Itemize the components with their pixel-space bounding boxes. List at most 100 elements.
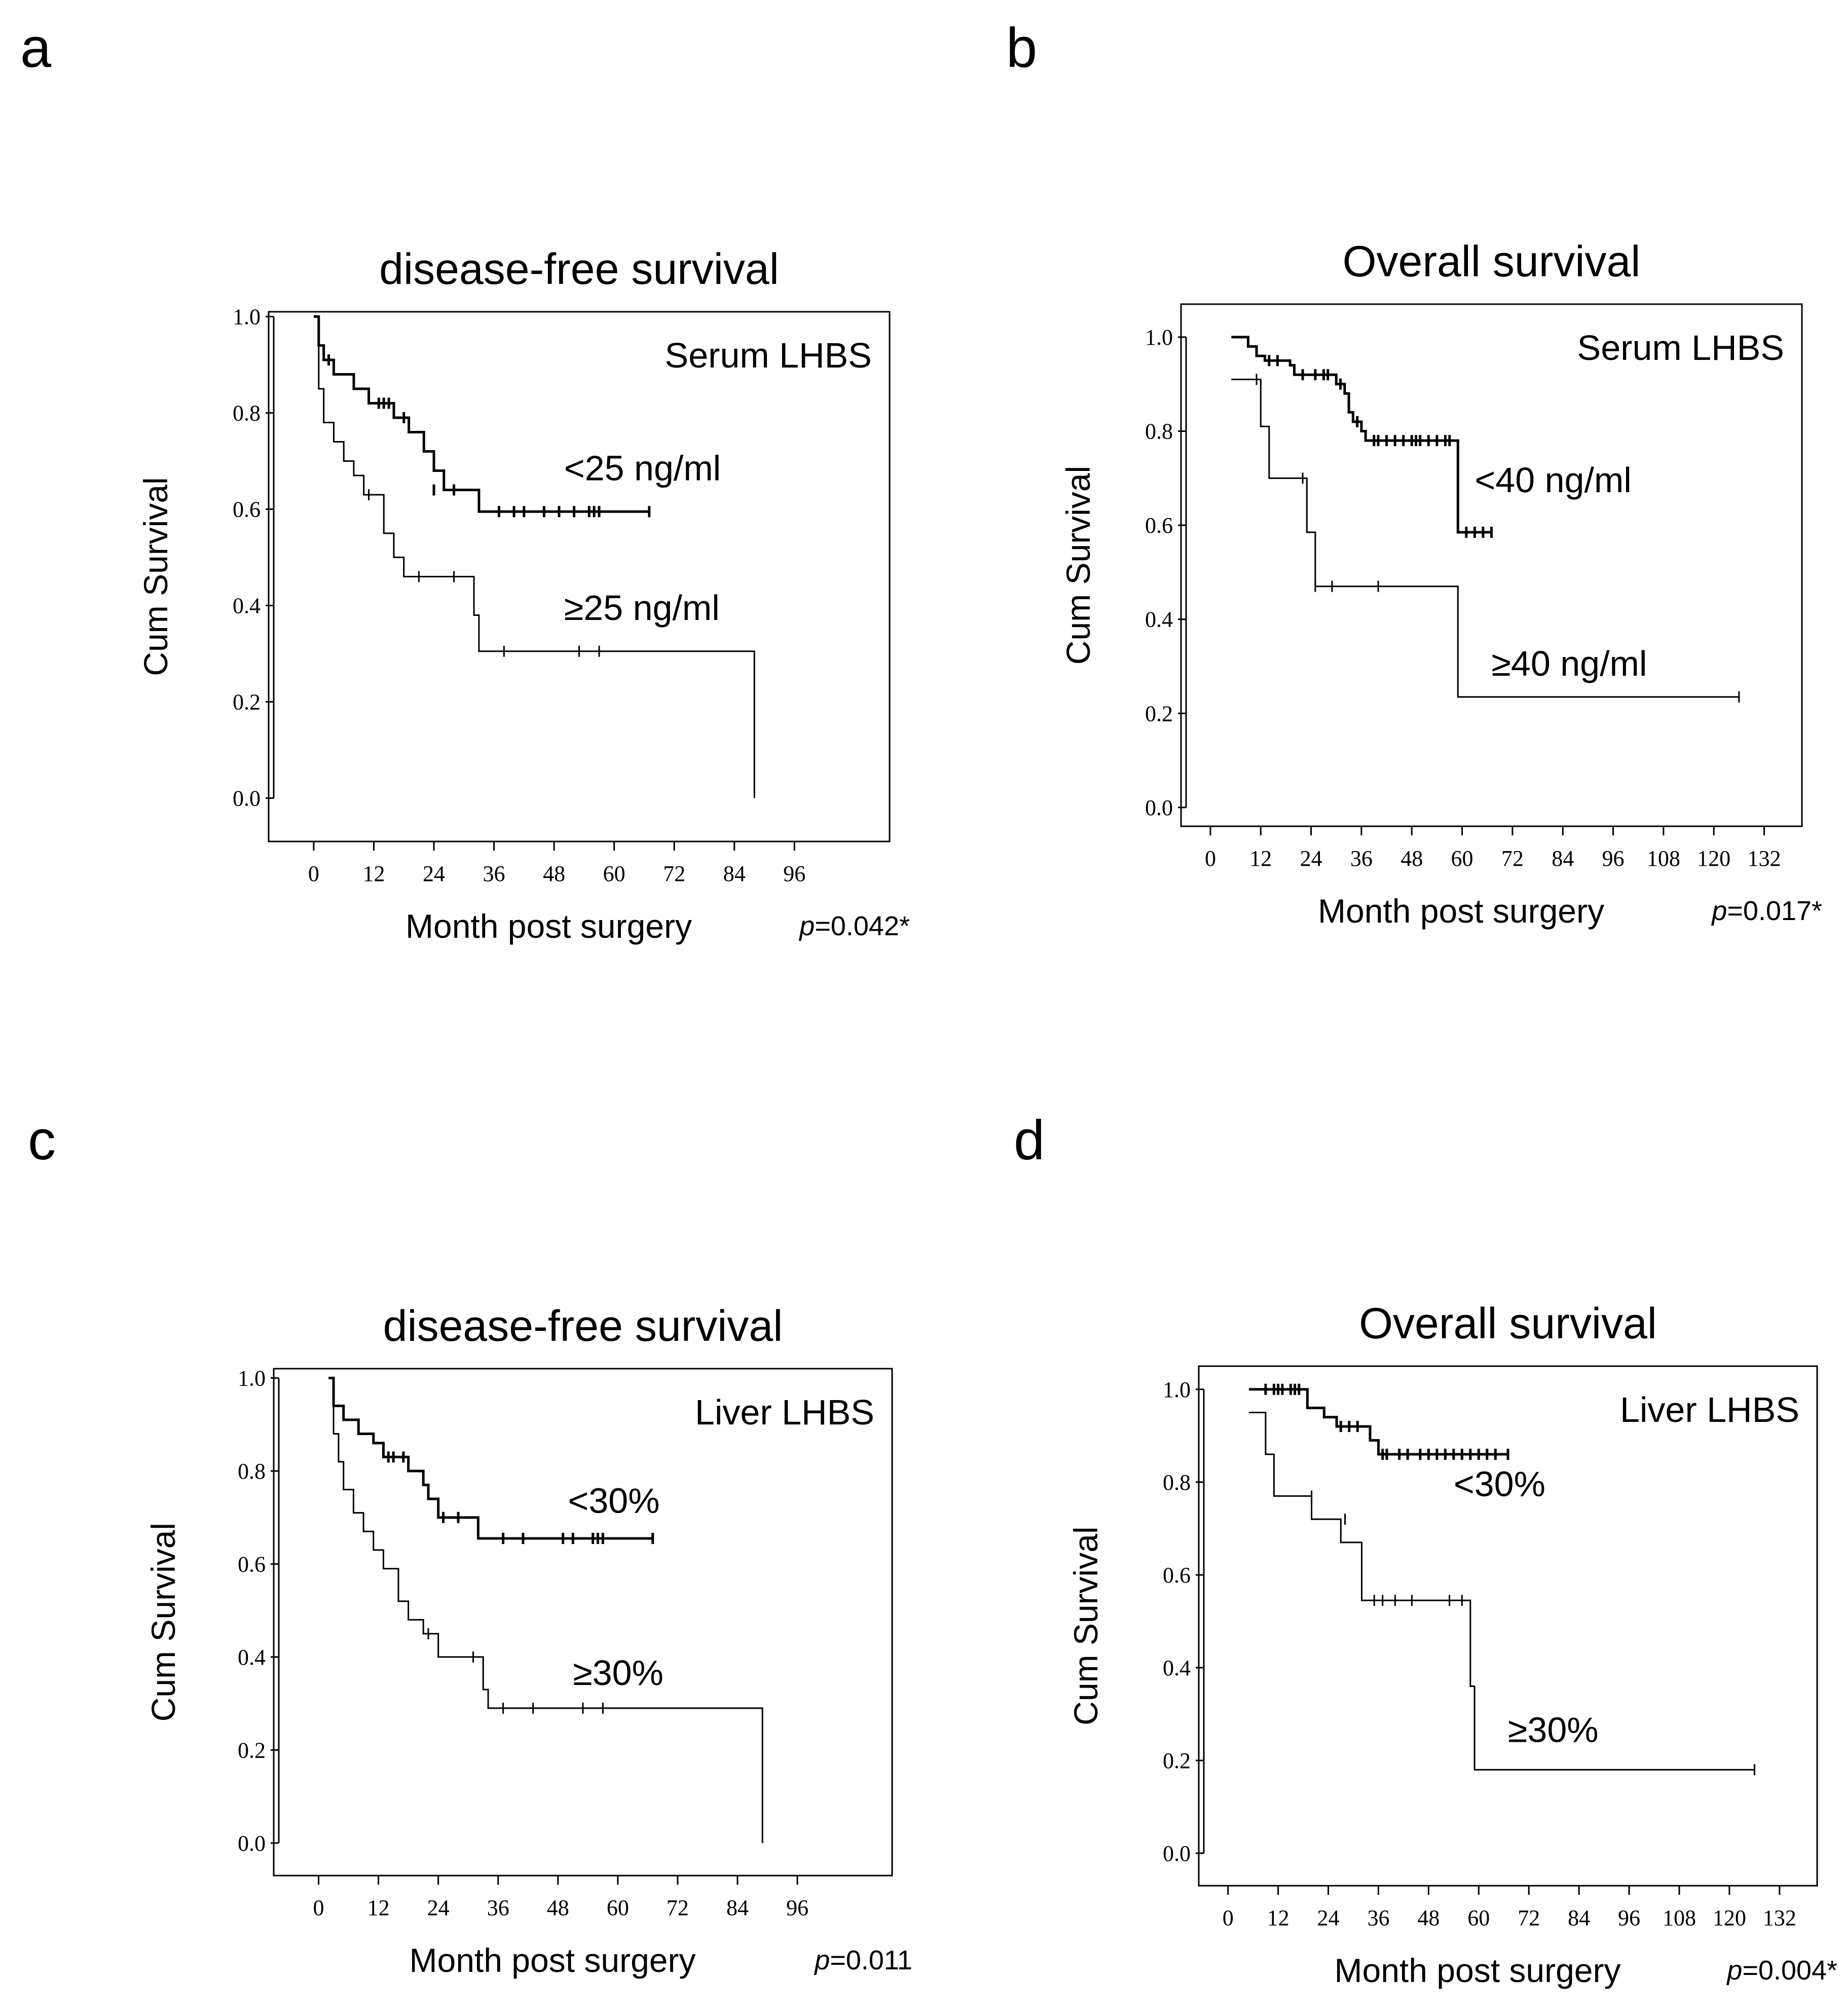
x-tick-label: 36 — [483, 861, 505, 886]
chart-title: disease-free survival — [379, 245, 779, 294]
y-tick-label: 0.8 — [233, 401, 261, 426]
y-tick-label: 0.0 — [1145, 795, 1173, 820]
y-tick-label: 1.0 — [233, 305, 261, 329]
x-tick-label: 12 — [362, 861, 385, 886]
series-label: <30% — [568, 1481, 659, 1520]
x-tick-label: 72 — [663, 861, 685, 886]
x-tick-label: 84 — [1568, 1905, 1590, 1930]
p-symbol: p — [798, 911, 815, 941]
inset-label: Serum LHBS — [1577, 328, 1784, 368]
p-symbol: p — [814, 1945, 830, 1975]
x-tick-label: 96 — [783, 861, 805, 886]
x-tick-label: 24 — [1300, 846, 1322, 871]
plot-frame — [268, 311, 891, 842]
y-tick-label: 0.4 — [238, 1645, 266, 1670]
p-number: =0.011 — [830, 1945, 912, 1975]
panel-letter-d: d — [1014, 1109, 1045, 1171]
p-symbol: p — [1711, 896, 1727, 926]
survival-curve-low — [1231, 336, 1492, 534]
panel-letter-b: b — [1006, 17, 1038, 79]
survival-curve-high — [1231, 378, 1739, 698]
y-tick-label: 0.4 — [233, 594, 261, 618]
panel-letter-c: c — [28, 1109, 56, 1171]
plot-frame — [1198, 1365, 1818, 1887]
y-tick-label: 0.6 — [233, 497, 261, 522]
y-tick-label: 0.2 — [1145, 701, 1173, 726]
p-value: p=0.011 — [814, 1945, 912, 1975]
y-tick-label: 0.0 — [1163, 1841, 1191, 1866]
x-tick-label: 48 — [543, 861, 565, 886]
x-tick-label: 0 — [1223, 1905, 1234, 1930]
series-label: <25 ng/ml — [564, 449, 721, 488]
y-axis-label: Cum Survival — [137, 477, 174, 676]
x-tick-label: 60 — [1451, 846, 1473, 871]
p-value: p=0.017* — [1711, 896, 1822, 926]
survival-curve-high — [328, 1377, 763, 1843]
x-tick-label: 60 — [1467, 1905, 1490, 1930]
y-tick-label: 0.8 — [238, 1459, 266, 1484]
chart-panel-b: Overall survival 0.0 0.2 0.4 0.6 0.8 1.0 0 12 24 3… — [1059, 237, 1822, 930]
x-tick-label: 132 — [1763, 1905, 1796, 1930]
x-tick-label: 120 — [1697, 846, 1730, 871]
y-tick-label: 0.2 — [238, 1738, 266, 1763]
y-tick-label: 0.0 — [233, 786, 261, 811]
chart-title: Overall survival — [1359, 1299, 1657, 1348]
x-tick-label: 72 — [667, 1895, 689, 1920]
x-tick-label: 24 — [423, 861, 445, 886]
x-tick-label: 84 — [726, 1895, 749, 1920]
plot-frame — [273, 1368, 893, 1877]
survival-curve-high — [1248, 1412, 1755, 1771]
x-tick-label: 0 — [313, 1895, 324, 1920]
x-tick-label: 48 — [1400, 846, 1423, 871]
p-number: =0.042* — [815, 911, 910, 941]
x-tick-label: 132 — [1748, 846, 1781, 871]
p-number: =0.017* — [1727, 896, 1822, 926]
x-tick-label: 0 — [1205, 846, 1216, 871]
x-tick-label: 108 — [1663, 1905, 1696, 1930]
x-tick-label: 72 — [1518, 1905, 1540, 1930]
x-tick-label: 84 — [723, 861, 746, 886]
series-label: ≥40 ng/ml — [1492, 644, 1647, 683]
x-tick-label: 48 — [547, 1895, 569, 1920]
panel-letter-a: a — [20, 17, 52, 79]
x-tick-label: 12 — [1249, 846, 1272, 871]
x-axis-label: Month post surgery — [1318, 892, 1604, 930]
x-tick-label: 24 — [427, 1895, 450, 1920]
series-label: <30% — [1454, 1464, 1545, 1504]
series-label: ≥30% — [1508, 1710, 1599, 1749]
x-tick-label: 36 — [1367, 1905, 1389, 1930]
y-tick-label: 0.4 — [1145, 607, 1173, 632]
chart-panel-a: disease-free survival 0.0 0.2 0.4 0.6 0.8 1.0 0… — [137, 245, 910, 945]
inset-label: Liver LHBS — [695, 1392, 874, 1432]
x-tick-label: 60 — [607, 1895, 629, 1920]
y-tick-label: 0.6 — [1145, 513, 1173, 538]
survival-curve-low — [1248, 1388, 1508, 1456]
x-tick-label: 36 — [487, 1895, 509, 1920]
x-tick-label: 96 — [786, 1895, 808, 1920]
p-number: =0.004* — [1742, 1955, 1837, 1986]
x-tick-label: 120 — [1713, 1905, 1746, 1930]
y-tick-label: 0.2 — [1163, 1748, 1191, 1773]
y-tick-label: 1.0 — [238, 1366, 266, 1390]
series-label: ≥30% — [573, 1653, 664, 1693]
y-tick-label: 0.0 — [238, 1831, 266, 1856]
series-label: <40 ng/ml — [1475, 460, 1631, 500]
y-tick-label: 0.8 — [1163, 1470, 1191, 1495]
y-tick-label: 0.6 — [238, 1552, 266, 1577]
x-axis-label: Month post surgery — [406, 907, 692, 945]
x-tick-label: 36 — [1350, 846, 1373, 871]
series-label: ≥25 ng/ml — [564, 588, 720, 628]
x-tick-label: 0 — [308, 861, 319, 886]
x-tick-label: 72 — [1501, 846, 1524, 871]
y-tick-label: 1.0 — [1163, 1377, 1191, 1402]
x-tick-label: 84 — [1552, 846, 1574, 871]
y-tick-label: 1.0 — [1145, 325, 1173, 350]
y-axis-label: Cum Survival — [1059, 466, 1097, 665]
x-tick-label: 48 — [1417, 1905, 1440, 1930]
x-tick-label: 108 — [1647, 846, 1680, 871]
p-value: p=0.042* — [798, 911, 910, 941]
inset-label: Serum LHBS — [665, 336, 872, 375]
inset-label: Liver LHBS — [1620, 1390, 1799, 1429]
survival-curve-low — [328, 1376, 653, 1540]
x-tick-label: 12 — [1267, 1905, 1289, 1930]
